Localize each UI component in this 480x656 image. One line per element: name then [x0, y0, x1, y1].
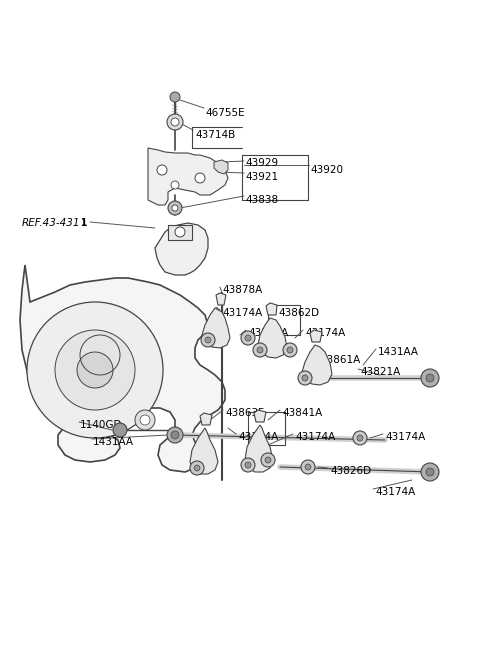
Polygon shape — [310, 330, 322, 342]
Text: 43174A: 43174A — [375, 487, 415, 497]
Text: 43920: 43920 — [310, 165, 343, 175]
Text: REF.43-431: REF.43-431 — [22, 218, 87, 228]
Circle shape — [175, 227, 185, 237]
Circle shape — [195, 173, 205, 183]
Text: 43929: 43929 — [245, 158, 278, 168]
Text: 43862D: 43862D — [278, 308, 319, 318]
Text: 43878A: 43878A — [222, 285, 262, 295]
Text: 1431AA: 1431AA — [378, 347, 419, 357]
Circle shape — [171, 431, 179, 439]
Circle shape — [140, 415, 150, 425]
Text: 1431AA: 1431AA — [93, 437, 134, 447]
Text: 43841A: 43841A — [282, 408, 322, 418]
Polygon shape — [254, 410, 266, 422]
Text: 43174A: 43174A — [222, 308, 262, 318]
Polygon shape — [245, 425, 273, 472]
Circle shape — [357, 435, 363, 441]
Text: 43714B: 43714B — [195, 130, 235, 140]
Polygon shape — [216, 293, 226, 305]
Text: 43863F: 43863F — [225, 408, 264, 418]
Circle shape — [301, 460, 315, 474]
Circle shape — [167, 114, 183, 130]
Text: 43174A: 43174A — [248, 328, 288, 338]
Polygon shape — [258, 318, 287, 358]
Polygon shape — [168, 225, 192, 240]
Circle shape — [201, 333, 215, 347]
Text: 46755E: 46755E — [205, 108, 245, 118]
Text: 43174A: 43174A — [295, 432, 335, 442]
Circle shape — [171, 118, 179, 126]
Polygon shape — [214, 160, 228, 174]
Circle shape — [77, 352, 113, 388]
Circle shape — [283, 343, 297, 357]
Text: 43861A: 43861A — [320, 355, 360, 365]
Circle shape — [426, 468, 434, 476]
Text: 43174A: 43174A — [238, 432, 278, 442]
Polygon shape — [302, 345, 332, 385]
Text: 43826D: 43826D — [330, 466, 371, 476]
Circle shape — [245, 335, 251, 341]
Polygon shape — [266, 303, 277, 315]
Circle shape — [421, 369, 439, 387]
Text: REF.43-431: REF.43-431 — [22, 218, 81, 228]
Circle shape — [27, 302, 163, 438]
Circle shape — [167, 427, 183, 443]
Circle shape — [157, 165, 167, 175]
Circle shape — [265, 457, 271, 463]
Text: 43838: 43838 — [245, 195, 278, 205]
Circle shape — [205, 337, 211, 343]
Circle shape — [253, 343, 267, 357]
Circle shape — [172, 205, 178, 211]
Circle shape — [245, 462, 251, 468]
Circle shape — [171, 181, 179, 189]
Circle shape — [170, 92, 180, 102]
Circle shape — [353, 431, 367, 445]
Circle shape — [421, 463, 439, 481]
Circle shape — [194, 465, 200, 471]
Polygon shape — [155, 223, 208, 275]
Circle shape — [55, 330, 135, 410]
Circle shape — [190, 461, 204, 475]
Circle shape — [241, 458, 255, 472]
Circle shape — [302, 375, 308, 381]
Polygon shape — [20, 265, 225, 472]
Text: 43174A: 43174A — [385, 432, 425, 442]
Text: 1140GD: 1140GD — [80, 420, 122, 430]
Text: 43821A: 43821A — [360, 367, 400, 377]
Circle shape — [241, 331, 255, 345]
Text: 43174A: 43174A — [305, 328, 345, 338]
Polygon shape — [200, 413, 212, 425]
Circle shape — [305, 464, 311, 470]
Polygon shape — [190, 428, 218, 474]
Circle shape — [113, 423, 127, 437]
Circle shape — [135, 410, 155, 430]
Polygon shape — [202, 308, 230, 348]
Circle shape — [287, 347, 293, 353]
Circle shape — [257, 347, 263, 353]
Circle shape — [168, 201, 182, 215]
Circle shape — [261, 453, 275, 467]
Circle shape — [426, 374, 434, 382]
Circle shape — [298, 371, 312, 385]
Polygon shape — [148, 148, 228, 205]
Text: 43921: 43921 — [245, 172, 278, 182]
